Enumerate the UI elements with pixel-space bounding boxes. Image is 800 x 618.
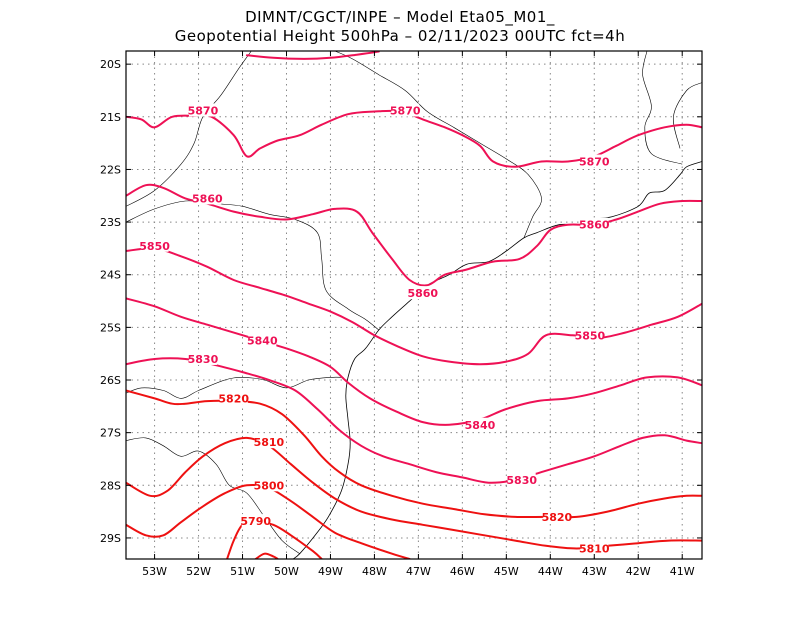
contour-label-bg xyxy=(241,514,270,528)
contour-5790 xyxy=(254,552,279,559)
contour-label-bg xyxy=(542,509,571,523)
contour-5850 xyxy=(126,247,702,366)
lon-tick-label: 46W xyxy=(450,565,475,578)
contour-5810 xyxy=(126,436,702,550)
grid-lines xyxy=(126,51,702,559)
lon-tick-label: 50W xyxy=(274,565,299,578)
contour-label: 5860 xyxy=(579,219,610,232)
state-boundary xyxy=(126,376,344,399)
contour-5840 xyxy=(126,297,702,426)
plot-frame xyxy=(125,50,703,560)
lon-tick-label: 52W xyxy=(186,565,211,578)
contour-label: 5810 xyxy=(254,436,285,449)
lon-tick-label: 44W xyxy=(538,565,563,578)
contour-label-bg xyxy=(193,191,222,205)
lat-tick-label: 24S xyxy=(100,269,121,282)
coastline xyxy=(292,161,702,559)
chart-title-line2: Geopotential Height 500hPa – 02/11/2023 … xyxy=(174,27,626,45)
contour-label: 5830 xyxy=(506,474,537,487)
lon-tick-label: 42W xyxy=(626,565,651,578)
lat-tick-label: 22S xyxy=(100,163,121,176)
contour-label: 5820 xyxy=(542,511,573,524)
contour-5830 xyxy=(126,357,702,484)
contour-label-bg xyxy=(391,103,420,117)
lat-tick-label: 29S xyxy=(100,532,121,545)
lon-tick-label: 41W xyxy=(670,565,695,578)
lat-tick-label: 28S xyxy=(100,479,121,492)
lat-tick-label: 20S xyxy=(100,58,121,71)
contour-label-bg xyxy=(580,541,609,555)
contour-label: 5840 xyxy=(465,419,496,432)
lat-tick-label: 23S xyxy=(100,216,121,229)
contour-5820 xyxy=(126,389,702,519)
contour-label: 5850 xyxy=(139,240,170,253)
contour-label-bg xyxy=(465,417,494,431)
contour-5870 xyxy=(126,109,702,168)
contour-label-bg xyxy=(408,286,437,300)
contour-label: 5790 xyxy=(240,515,271,528)
lon-tick-label: 49W xyxy=(318,565,343,578)
contour-label-bg xyxy=(254,435,283,449)
contour-label-bg xyxy=(219,391,248,405)
contour-label: 5800 xyxy=(254,479,285,492)
lat-tick-label: 25S xyxy=(100,321,121,334)
contour-layer xyxy=(126,51,702,559)
contour-5870 xyxy=(245,51,380,60)
lon-tick-label: 51W xyxy=(230,565,255,578)
axis-ticks: 20S 21S 22S 23S 24S 25S 26S 27S 28S 29S 53W 52W 51W 5… xyxy=(100,51,702,578)
contour-label-bg xyxy=(580,217,609,231)
state-boundary xyxy=(673,82,702,149)
contour-label-bg xyxy=(140,238,169,252)
contour-label-bg xyxy=(248,333,277,347)
contour-label-bg xyxy=(254,478,283,492)
lon-tick-label: 53W xyxy=(142,565,167,578)
lon-tick-label: 43W xyxy=(582,565,607,578)
contour-label: 5860 xyxy=(192,192,223,205)
contour-label-bg xyxy=(188,351,217,365)
state-boundary xyxy=(126,51,252,207)
contour-labels: 5870 5870 5870 5860 5860 5860 5850 5850 5840 5840… xyxy=(139,103,610,555)
contour-label: 5870 xyxy=(390,104,421,117)
contour-label: 5870 xyxy=(579,156,610,169)
contour-label-bg xyxy=(580,154,609,168)
lat-tick-label: 27S xyxy=(100,427,121,440)
contour-label-bg xyxy=(188,103,217,117)
state-boundary xyxy=(334,51,542,239)
lon-tick-label: 48W xyxy=(362,565,387,578)
state-boundary xyxy=(126,200,379,331)
contour-label-bg xyxy=(575,328,604,342)
contour-label: 5850 xyxy=(575,329,606,342)
lat-tick-label: 26S xyxy=(100,374,121,387)
lon-tick-label: 47W xyxy=(406,565,431,578)
contour-label: 5840 xyxy=(247,335,278,348)
contour-label-bg xyxy=(507,473,536,487)
chart-title-line1: DIMNT/CGCT/INPE – Model Eta05_M01_ xyxy=(245,8,555,26)
contour-label: 5820 xyxy=(218,392,249,405)
lat-tick-label: 21S xyxy=(100,111,121,124)
state-boundary xyxy=(642,51,683,165)
geography-layer xyxy=(126,51,702,559)
contour-label: 5870 xyxy=(188,104,219,117)
contour-label: 5810 xyxy=(579,542,610,555)
contour-label: 5860 xyxy=(407,287,438,300)
lon-tick-label: 45W xyxy=(494,565,519,578)
contour-label: 5830 xyxy=(188,353,219,366)
